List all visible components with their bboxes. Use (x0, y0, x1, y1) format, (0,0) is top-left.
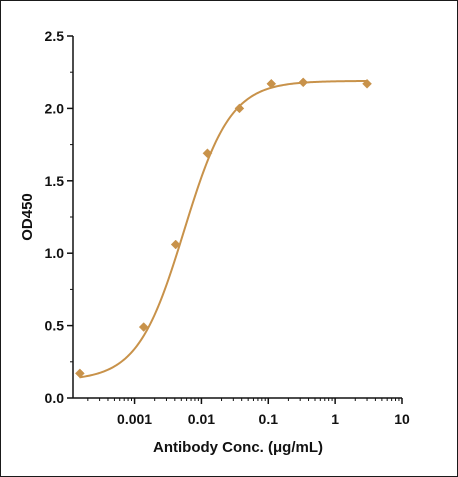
y-tick-label: 2.5 (45, 28, 65, 44)
data-points (75, 77, 372, 379)
data-point (298, 77, 309, 88)
y-tick-label: 0.5 (45, 318, 65, 334)
fit-curve (79, 80, 368, 379)
x-axis: 0.001 0.01 0.1 1 10 (73, 397, 410, 427)
y-axis: 0.0 0.5 1.0 1.5 2.0 2.5 (45, 28, 74, 406)
y-tick-label: 0.0 (45, 390, 65, 406)
x-tick-label: 0.01 (188, 411, 215, 427)
data-point (266, 78, 277, 89)
y-tick-label: 1.0 (45, 245, 65, 261)
y-tick-label: 1.5 (45, 173, 65, 189)
x-tick-label: 1 (331, 411, 339, 427)
data-point (138, 322, 149, 332)
x-tick-label: 10 (394, 411, 410, 427)
data-point (75, 368, 85, 379)
data-point (362, 78, 372, 89)
data-point (202, 148, 213, 159)
y-tick-label: 2.0 (45, 100, 65, 116)
data-point (170, 239, 181, 250)
x-tick-label: 0.001 (117, 411, 152, 427)
x-axis-title: Antibody Conc. (μg/mL) (153, 439, 323, 456)
y-axis-title: OD450 (19, 193, 36, 241)
data-point (234, 103, 245, 114)
x-tick-label: 0.1 (259, 411, 279, 427)
